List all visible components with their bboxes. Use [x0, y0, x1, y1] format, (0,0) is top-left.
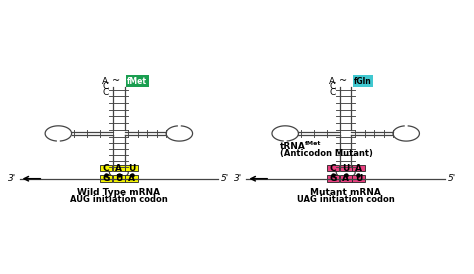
- Text: tRNA: tRNA: [280, 142, 305, 151]
- Text: A: A: [342, 174, 349, 183]
- Text: U: U: [342, 164, 349, 173]
- Text: A: A: [128, 174, 135, 183]
- Text: A: A: [329, 77, 335, 85]
- Text: A: A: [102, 77, 109, 85]
- Text: Wild Type mRNA: Wild Type mRNA: [77, 188, 160, 197]
- Text: (Anticodon Mutant): (Anticodon Mutant): [280, 149, 373, 158]
- Text: C: C: [102, 87, 109, 96]
- FancyBboxPatch shape: [113, 165, 125, 171]
- Text: A: A: [115, 164, 122, 173]
- FancyBboxPatch shape: [126, 175, 138, 182]
- Text: fMet: fMet: [128, 77, 147, 85]
- Text: 5': 5': [448, 174, 456, 183]
- Text: C: C: [329, 87, 335, 96]
- Text: UAG initiation codon: UAG initiation codon: [297, 195, 394, 204]
- Text: U: U: [128, 164, 135, 173]
- Text: 5': 5': [221, 174, 229, 183]
- Text: Mutant mRNA: Mutant mRNA: [310, 188, 381, 197]
- FancyBboxPatch shape: [352, 175, 365, 182]
- Text: G: G: [102, 174, 110, 183]
- FancyBboxPatch shape: [352, 165, 365, 171]
- Text: 3': 3': [235, 174, 243, 183]
- Text: ~: ~: [112, 76, 120, 86]
- FancyBboxPatch shape: [126, 165, 138, 171]
- FancyBboxPatch shape: [113, 175, 125, 182]
- FancyBboxPatch shape: [327, 175, 339, 182]
- Text: C: C: [329, 164, 336, 173]
- Text: 3': 3': [8, 174, 16, 183]
- FancyBboxPatch shape: [100, 175, 112, 182]
- Text: fGln: fGln: [354, 77, 372, 85]
- Text: AUG initiation codon: AUG initiation codon: [70, 195, 168, 204]
- FancyBboxPatch shape: [100, 165, 112, 171]
- Text: fMet: fMet: [305, 141, 321, 146]
- Text: U: U: [355, 174, 362, 183]
- Text: C: C: [103, 164, 109, 173]
- FancyBboxPatch shape: [327, 165, 339, 171]
- Text: G: G: [329, 174, 337, 183]
- Text: ~: ~: [338, 76, 347, 86]
- FancyBboxPatch shape: [339, 165, 352, 171]
- Text: A: A: [355, 164, 362, 173]
- FancyBboxPatch shape: [339, 175, 352, 182]
- Text: U: U: [115, 174, 123, 183]
- Text: C: C: [102, 82, 109, 91]
- Text: C: C: [329, 82, 335, 91]
